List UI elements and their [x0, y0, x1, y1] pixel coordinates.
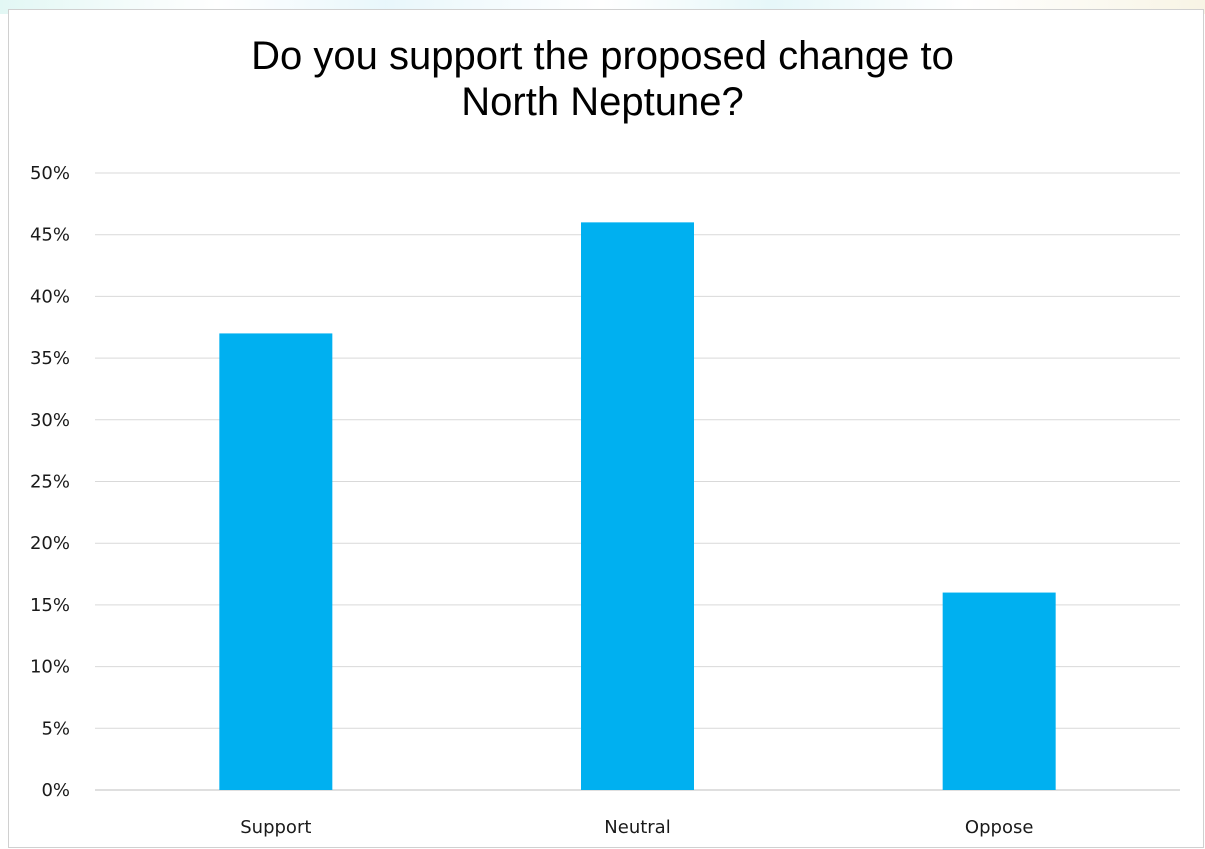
- y-tick-label: 15%: [30, 595, 70, 616]
- y-tick-label: 20%: [30, 533, 70, 554]
- y-tick-label: 35%: [30, 348, 70, 369]
- y-tick-label: 25%: [30, 472, 70, 493]
- y-tick-label: 5%: [41, 718, 70, 739]
- bar-neutral: [581, 222, 694, 791]
- x-category-label-support: Support: [240, 817, 311, 838]
- x-category-label-neutral: Neutral: [604, 817, 670, 838]
- y-tick-label: 10%: [30, 657, 70, 678]
- y-tick-label: 0%: [41, 780, 70, 801]
- y-tick-label: 45%: [30, 225, 70, 246]
- y-axis-tick-labels: 0% 5% 10% 15% 20% 25% 30% 35% 40% 45% 50%: [30, 163, 70, 801]
- bar-oppose: [942, 592, 1056, 790]
- x-axis-category-labels: Support Neutral Oppose: [240, 817, 1033, 838]
- bars: [219, 222, 1056, 791]
- chart-title-line-1: Do you support the proposed change to: [251, 34, 954, 78]
- chart-title-line-2: North Neptune?: [461, 80, 744, 124]
- x-category-label-oppose: Oppose: [965, 817, 1033, 838]
- bar-support: [219, 333, 333, 790]
- y-tick-label: 40%: [30, 286, 70, 307]
- y-tick-label: 30%: [30, 410, 70, 431]
- chart-title: Do you support the proposed change to No…: [0, 33, 1205, 125]
- y-tick-label: 50%: [30, 163, 70, 184]
